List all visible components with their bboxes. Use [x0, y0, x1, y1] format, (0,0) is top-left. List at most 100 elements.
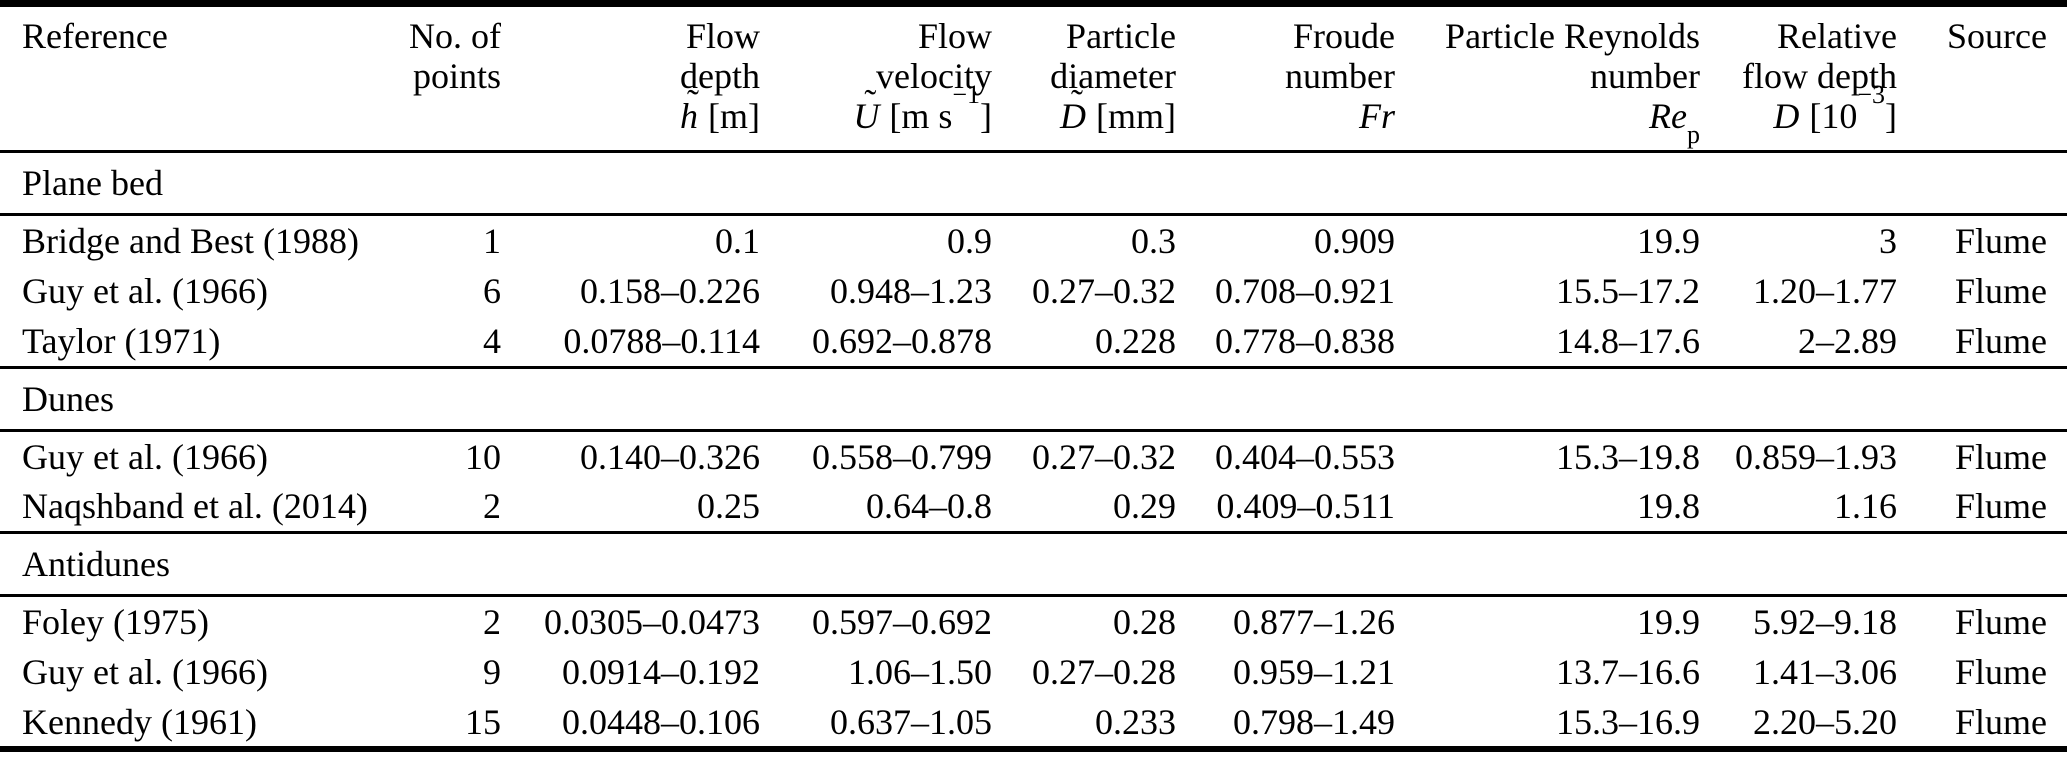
cell-points: 10 — [465, 436, 501, 477]
cell-froude-number: 0.778–0.838 — [1215, 321, 1395, 362]
cell-particle-reynolds: 19.9 — [1637, 220, 1700, 261]
header-line: Froude — [1293, 16, 1395, 56]
header-symbol-line: Fr — [1176, 96, 1395, 136]
table-row: Naqshband et al. (2014) 2 0.25 0.64–0.8 … — [0, 482, 2067, 533]
header-symbol-line: ˜ h [m] — [501, 84, 760, 136]
cell-points: 1 — [483, 220, 501, 261]
cell-reference: Guy et al. (1966) — [22, 652, 268, 692]
unit-label: [10 — [1809, 96, 1858, 136]
table-row: Guy et al. (1966) 9 0.0914–0.192 1.06–1.… — [0, 647, 2067, 698]
section-header-row: Antidunes — [0, 532, 2067, 596]
cell-points: 4 — [483, 321, 501, 362]
cell-points: 2 — [483, 601, 501, 642]
cell-froude-number: 0.798–1.49 — [1233, 701, 1395, 742]
cell-source: Flume — [1954, 436, 2047, 477]
cell-froude-number: 0.877–1.26 — [1233, 601, 1395, 642]
cell-points: 6 — [483, 271, 501, 311]
table-row: Bridge and Best (1988) 1 0.1 0.9 0.3 0.9… — [0, 215, 2067, 266]
cell-flow-depth: 0.0914–0.192 — [562, 652, 760, 692]
cell-reference: Bridge and Best (1988) — [22, 220, 359, 261]
cell-source: Flume — [1954, 701, 2047, 742]
cell-flow-velocity: 0.637–1.05 — [830, 701, 992, 742]
unit-label: [mm] — [1096, 96, 1176, 136]
math-symbol-d-tilde: ˜ D — [1060, 84, 1086, 136]
section-header-row: Plane bed — [0, 151, 2067, 215]
col-header-source: Source — [1897, 4, 2067, 152]
col-header-flow-depth: Flow depth ˜ h [m] — [501, 4, 760, 152]
cell-flow-velocity: 0.9 — [947, 220, 992, 261]
cell-relative-flow-depth: 0.859–1.93 — [1735, 436, 1897, 477]
cell-flow-velocity: 0.692–0.878 — [812, 321, 992, 362]
col-header-relative-flow-depth: Relative flow depth D [10−3] — [1700, 4, 1897, 152]
header-line: flow depth — [1742, 56, 1897, 96]
header-line: velocity — [876, 56, 992, 96]
cell-flow-velocity: 0.64–0.8 — [866, 486, 992, 527]
math-subscript-p: p — [1687, 120, 1700, 150]
table-row: Foley (1975) 2 0.0305–0.0473 0.597–0.692… — [0, 596, 2067, 647]
section-dunes: Dunes Guy et al. (1966) 10 0.140–0.326 0… — [0, 367, 2067, 533]
cell-relative-flow-depth: 1.41–3.06 — [1753, 652, 1897, 692]
cell-flow-velocity: 1.06–1.50 — [848, 652, 992, 692]
cell-source: Flume — [1954, 601, 2047, 642]
cell-flow-depth: 0.140–0.326 — [580, 436, 760, 477]
section-label: Dunes — [22, 379, 114, 419]
cell-flow-depth: 0.0305–0.0473 — [544, 601, 760, 642]
cell-points: 9 — [483, 652, 501, 692]
cell-particle-reynolds: 15.3–16.9 — [1556, 701, 1700, 742]
table-row: Guy et al. (1966) 6 0.158–0.226 0.948–1.… — [0, 266, 2067, 317]
header-symbol-line: D [10−3] — [1700, 82, 1897, 137]
cell-froude-number: 0.409–0.511 — [1216, 486, 1395, 527]
unit-label-close: ] — [1885, 96, 1897, 136]
cell-reference: Guy et al. (1966) — [22, 436, 268, 477]
tilde-accent: ˜ — [1071, 82, 1084, 122]
section-antidunes: Antidunes Foley (1975) 2 0.0305–0.0473 0… — [0, 532, 2067, 749]
cell-flow-velocity: 0.558–0.799 — [812, 436, 992, 477]
header-line: Flow — [685, 16, 760, 56]
cell-points: 15 — [465, 701, 501, 742]
col-header-particle-reynolds-number: Particle Reynolds number Rep — [1395, 4, 1700, 152]
math-symbol-h-tilde: ˜ h — [680, 84, 699, 136]
unit-exponent: −3 — [1857, 80, 1885, 109]
unit-label: [m] — [708, 96, 760, 136]
header-line: number — [1590, 56, 1700, 96]
cell-source: Flume — [1954, 486, 2047, 527]
cell-froude-number: 0.708–0.921 — [1215, 271, 1395, 311]
col-header-no-of-points: No. of points — [390, 4, 501, 152]
math-symbol-d: D — [1773, 96, 1800, 136]
col-header-particle-diameter: Particle diameter ˜ D [mm] — [992, 4, 1176, 152]
cell-particle-diameter: 0.29 — [1113, 486, 1176, 527]
section-label: Antidunes — [22, 544, 170, 584]
cell-reference: Foley (1975) — [22, 601, 209, 642]
header-line: points — [412, 56, 501, 96]
tilde-accent: ˜ — [687, 82, 700, 122]
cell-flow-depth: 0.158–0.226 — [580, 271, 760, 311]
header-line: Particle Reynolds — [1445, 16, 1700, 56]
cell-points: 2 — [483, 486, 501, 527]
unit-exponent: −1 — [952, 80, 980, 109]
cell-froude-number: 0.909 — [1314, 220, 1395, 261]
header-line: Flow — [917, 16, 992, 56]
cell-source: Flume — [1954, 652, 2047, 692]
header-line: Relative — [1777, 16, 1897, 56]
cell-reference: Guy et al. (1966) — [22, 271, 268, 311]
cell-particle-reynolds: 14.8–17.6 — [1556, 321, 1700, 362]
cell-flow-velocity: 0.948–1.23 — [830, 271, 992, 311]
cell-source: Flume — [1954, 271, 2047, 311]
section-label: Plane bed — [22, 163, 163, 203]
cell-particle-diameter: 0.28 — [1113, 601, 1176, 642]
section-header-row: Dunes — [0, 367, 2067, 431]
cell-particle-diameter: 0.228 — [1095, 321, 1176, 362]
tilde-accent: ˜ — [864, 82, 877, 122]
cell-flow-depth: 0.0448–0.106 — [562, 701, 760, 742]
col-header-froude-number: Froude number Fr — [1176, 4, 1395, 152]
cell-reference: Naqshband et al. (2014) — [22, 486, 368, 527]
unit-label-close: ] — [980, 96, 992, 136]
cell-relative-flow-depth: 1.16 — [1834, 486, 1897, 527]
table-row: Taylor (1971) 4 0.0788–0.114 0.692–0.878… — [0, 317, 2067, 368]
cell-relative-flow-depth: 5.92–9.18 — [1753, 601, 1897, 642]
cell-particle-reynolds: 15.5–17.2 — [1556, 271, 1700, 311]
cell-relative-flow-depth: 2.20–5.20 — [1753, 701, 1897, 742]
cell-reference: Kennedy (1961) — [22, 701, 257, 742]
table-row: Guy et al. (1966) 10 0.140–0.326 0.558–0… — [0, 431, 2067, 482]
